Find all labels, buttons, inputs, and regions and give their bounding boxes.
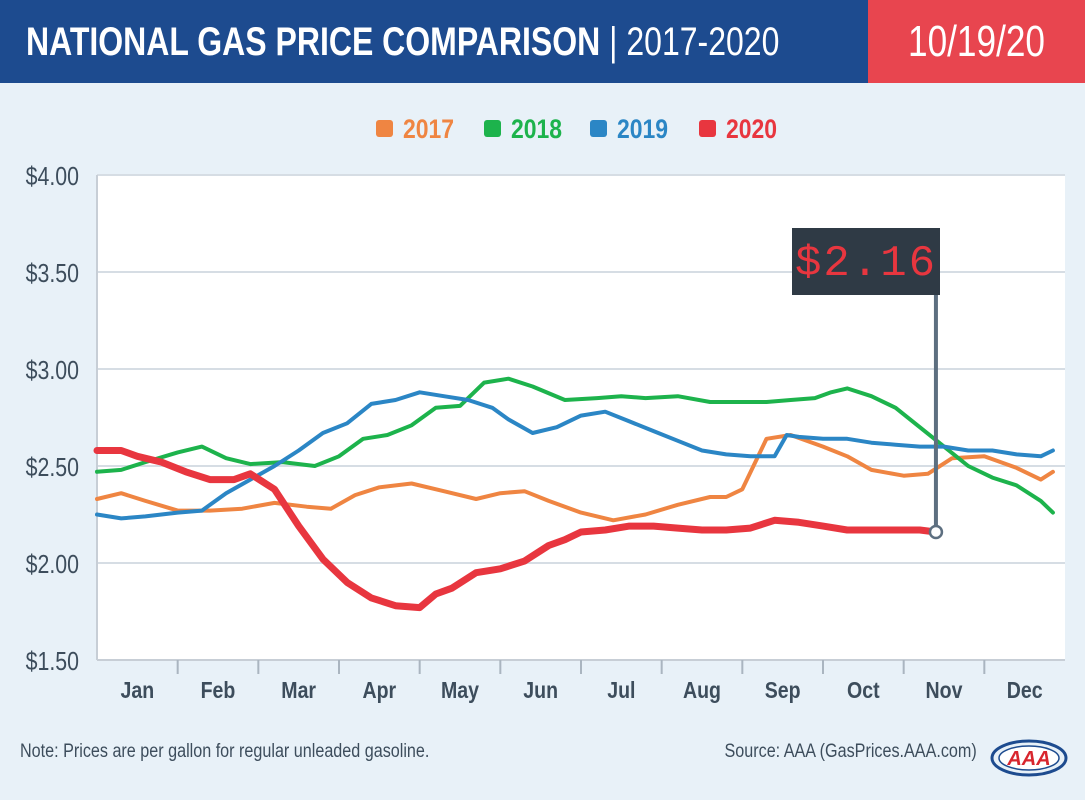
x-tick-label: Oct (847, 678, 880, 704)
x-tick-label: Mar (281, 678, 316, 704)
series-line-2017 (95, 433, 1055, 523)
y-tick-label: $3.00 (26, 356, 79, 386)
header-title-panel: NATIONAL GAS PRICE COMPARISON | 2017-202… (0, 0, 868, 83)
x-tick-label: May (441, 678, 479, 704)
y-tick-label: $3.50 (26, 259, 79, 289)
page-title-years: | 2017-2020 (600, 20, 780, 64)
y-axis: $1.50 $2.00 $2.50 $3.00 $3.50 $4.00 (26, 162, 79, 677)
legend-swatch (484, 120, 501, 137)
x-tick-label: Apr (363, 678, 397, 704)
x-tick-label: Jan (120, 678, 154, 704)
y-tick-label: $2.50 (26, 453, 79, 483)
y-tick-label: $1.50 (26, 647, 79, 677)
legend-label: 2020 (726, 114, 777, 144)
header-bar: NATIONAL GAS PRICE COMPARISON | 2017-202… (0, 0, 1085, 83)
legend-label: 2019 (617, 114, 668, 144)
x-axis: Jan Feb Mar Apr May Jun Jul Aug Sep Oct Nov Dec (120, 660, 1043, 704)
legend-swatch (376, 120, 393, 137)
price-callout: $2.16 (792, 228, 944, 540)
page-title-main: NATIONAL GAS PRICE COMPARISON (26, 20, 601, 64)
aaa-logo-text: AAA (1006, 748, 1050, 770)
series-line-2019 (95, 390, 1055, 521)
series-lines (93, 376, 1055, 612)
series-line-2018 (95, 376, 1055, 515)
footer-source: Source: AAA (GasPrices.AAA.com) (724, 741, 977, 762)
y-tick-label: $4.00 (26, 162, 79, 192)
legend-swatch (590, 120, 607, 137)
x-tick-label: Jun (523, 678, 558, 704)
x-tick-label: Nov (926, 678, 963, 704)
gas-price-chart: 2017 2018 2019 2020 $1.50 $2.00 $2.50 $3.00 $3.… (26, 114, 1065, 704)
callout-box (792, 228, 940, 295)
footer-note: Note: Prices are per gallon for regular … (20, 741, 430, 762)
header-date-panel: 10/19/20 (868, 0, 1085, 83)
series-line-2020 (93, 447, 940, 612)
legend-label: 2018 (511, 114, 562, 144)
x-tick-label: Jul (607, 678, 635, 704)
legend-swatch (699, 120, 716, 137)
page-title: NATIONAL GAS PRICE COMPARISON | 2017-202… (26, 18, 779, 66)
x-tick-label: Feb (201, 678, 236, 704)
chart-legend: 2017 2018 2019 2020 (376, 114, 777, 144)
x-tick-label: Dec (1007, 678, 1043, 704)
x-tick-label: Aug (683, 678, 721, 704)
aaa-logo: AAA (990, 739, 1068, 777)
callout-marker (928, 524, 944, 540)
y-tick-label: $2.00 (26, 550, 79, 580)
callout-price: $2.16 (795, 239, 937, 289)
legend-label: 2017 (403, 114, 454, 144)
report-date: 10/19/20 (907, 17, 1046, 66)
x-tick-label: Sep (765, 678, 801, 704)
